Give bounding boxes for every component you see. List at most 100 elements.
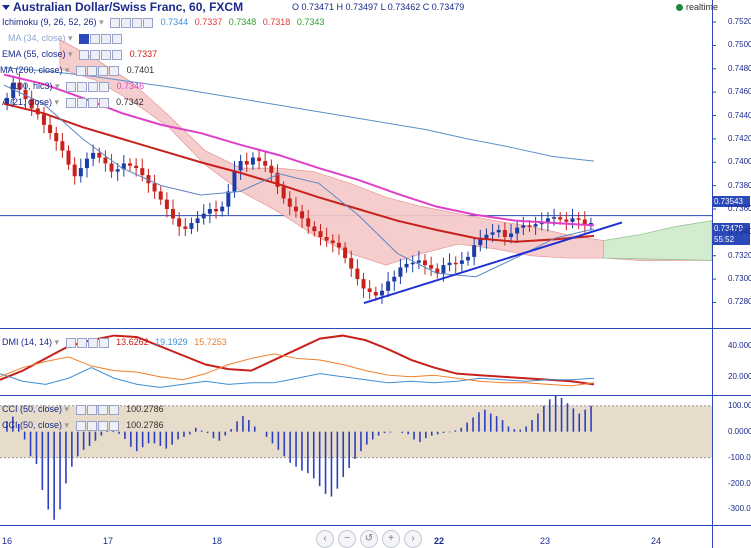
ichimoku-value-2: 0.7337 bbox=[194, 17, 223, 27]
zoom-in-button[interactable]: + bbox=[382, 530, 400, 548]
eye-icon[interactable] bbox=[75, 421, 86, 432]
bearish-candle bbox=[582, 219, 587, 226]
settings-icon[interactable] bbox=[77, 82, 88, 93]
dropdown-icon[interactable]: ▾ bbox=[99, 17, 104, 27]
bullish-candle bbox=[195, 218, 200, 224]
eye-icon[interactable] bbox=[76, 66, 87, 77]
close-icon[interactable] bbox=[108, 421, 119, 432]
legend-ma34[interactable]: MA (34, close) ▾ bbox=[8, 32, 123, 45]
bullish-candle bbox=[250, 157, 255, 165]
price-tag-timer: 55:52 bbox=[712, 234, 750, 245]
close-icon[interactable] bbox=[98, 98, 109, 109]
bullish-candle bbox=[570, 218, 575, 222]
bullish-candle bbox=[484, 234, 489, 240]
cci-tick-label: 100.0000 bbox=[728, 400, 751, 410]
add-icon[interactable] bbox=[98, 66, 109, 77]
ma21-label: A (21, close) bbox=[2, 97, 53, 107]
bullish-candle bbox=[552, 217, 557, 219]
legend-cci-2[interactable]: CCI (50, close) ▾ 100.2786 bbox=[2, 420, 164, 432]
add-icon[interactable] bbox=[97, 405, 108, 416]
bearish-candle bbox=[177, 218, 182, 227]
add-icon[interactable] bbox=[101, 50, 112, 61]
chart-title: Australian Dollar/Swiss Franc, 60, FXCM bbox=[13, 0, 244, 14]
bearish-candle bbox=[127, 163, 132, 166]
bullish-candle bbox=[238, 161, 243, 171]
close-icon[interactable] bbox=[109, 66, 120, 77]
eye-icon[interactable] bbox=[65, 98, 76, 109]
bullish-candle bbox=[201, 213, 206, 219]
ichimoku-label: Ichimoku (9, 26, 52, 26) bbox=[2, 17, 97, 27]
bearish-candle bbox=[29, 99, 34, 109]
close-icon[interactable] bbox=[112, 34, 123, 45]
cci-tick-label: -200.0000 bbox=[728, 478, 751, 488]
close-icon[interactable] bbox=[112, 50, 123, 61]
bearish-candle bbox=[281, 186, 286, 199]
legend-dmi[interactable]: DMI (14, 14) ▾ 13.6262 19.1929 15.7253 bbox=[2, 337, 227, 349]
scroll-left-button[interactable]: ‹ bbox=[316, 530, 334, 548]
bullish-candle bbox=[441, 265, 446, 274]
zoom-out-button[interactable]: − bbox=[338, 530, 356, 548]
bearish-candle bbox=[244, 161, 249, 165]
bullish-candle bbox=[472, 245, 477, 257]
add-icon[interactable] bbox=[132, 18, 143, 29]
bearish-candle bbox=[54, 133, 59, 142]
ma-line-2 bbox=[3, 102, 595, 243]
reset-button[interactable]: ↺ bbox=[360, 530, 378, 548]
settings-icon[interactable] bbox=[76, 98, 87, 109]
legend-hlc3[interactable]: (100, hlc3) ▾ 0.7346 bbox=[10, 81, 145, 93]
legend-ema55[interactable]: EMA (55, close) ▾ 0.7337 bbox=[2, 49, 158, 61]
settings-icon[interactable] bbox=[90, 34, 101, 45]
legend-ma200[interactable]: MA (200, close) ▾ 0.7401 bbox=[0, 65, 155, 77]
add-icon[interactable] bbox=[87, 338, 98, 349]
bearish-candle bbox=[330, 240, 335, 243]
bearish-candle bbox=[453, 262, 458, 265]
realtime-indicator: realtime bbox=[676, 2, 718, 12]
x-tick-label: 24 bbox=[651, 536, 662, 546]
ichimoku-cloud bbox=[59, 38, 713, 266]
add-icon[interactable] bbox=[87, 98, 98, 109]
eye-icon[interactable] bbox=[75, 405, 86, 416]
settings-icon[interactable] bbox=[90, 50, 101, 61]
bullish-candle bbox=[509, 233, 514, 238]
close-icon[interactable] bbox=[98, 338, 109, 349]
ema55-label: EMA (55, close) bbox=[2, 49, 66, 59]
settings-icon[interactable] bbox=[87, 66, 98, 77]
legend-ichimoku[interactable]: Ichimoku (9, 26, 52, 26) ▾ 0.7344 0.7337… bbox=[2, 16, 324, 29]
ma-line-4 bbox=[3, 84, 595, 278]
eye-icon[interactable] bbox=[79, 50, 90, 61]
settings-icon[interactable] bbox=[86, 405, 97, 416]
bullish-candle bbox=[490, 232, 495, 235]
bearish-candle bbox=[373, 291, 378, 296]
eye-icon[interactable] bbox=[66, 82, 77, 93]
collapse-icon[interactable] bbox=[2, 5, 10, 11]
bearish-candle bbox=[306, 218, 311, 227]
close-icon[interactable] bbox=[99, 82, 110, 93]
bullish-candle bbox=[466, 256, 471, 261]
close-icon[interactable] bbox=[143, 18, 154, 29]
settings-icon[interactable] bbox=[121, 18, 132, 29]
x-tick-label: 16 bbox=[2, 536, 13, 546]
add-icon[interactable] bbox=[88, 82, 99, 93]
eye-icon[interactable] bbox=[65, 338, 76, 349]
settings-icon[interactable] bbox=[76, 338, 87, 349]
close-icon[interactable] bbox=[108, 405, 119, 416]
bullish-candle bbox=[5, 97, 10, 105]
bearish-candle bbox=[361, 279, 366, 289]
add-icon[interactable] bbox=[97, 421, 108, 432]
settings-icon[interactable] bbox=[86, 421, 97, 432]
legend-ma21[interactable]: A (21, close) ▾ 0.7342 bbox=[2, 97, 144, 109]
dmi-value-1: 13.6262 bbox=[116, 337, 149, 347]
legend-cci-1[interactable]: CCI (50, close) ▾ 100.2786 bbox=[2, 404, 164, 416]
eye-icon[interactable] bbox=[110, 18, 121, 29]
cci-tick-label: -300.0000 bbox=[728, 504, 751, 514]
eye-icon[interactable] bbox=[79, 34, 90, 45]
bullish-candle bbox=[78, 168, 83, 177]
realtime-label: realtime bbox=[686, 2, 719, 12]
scroll-right-button[interactable]: › bbox=[404, 530, 422, 548]
add-icon[interactable] bbox=[101, 34, 112, 45]
